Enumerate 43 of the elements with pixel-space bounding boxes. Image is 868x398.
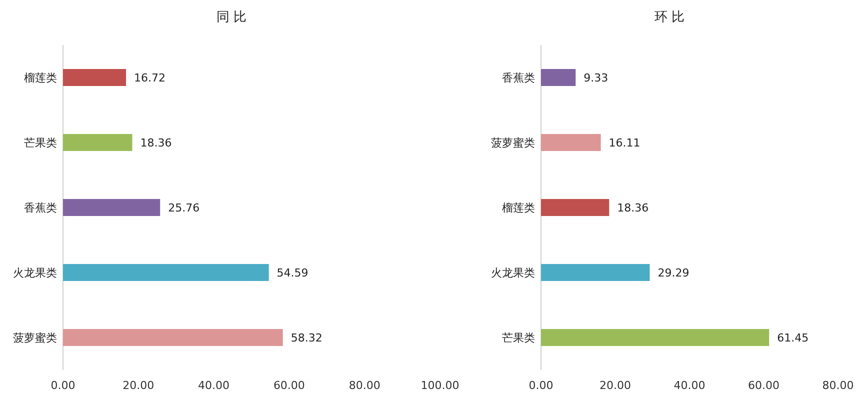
data-label: 18.36 [617, 202, 649, 214]
x-tick-label: 60.00 [748, 379, 780, 392]
x-tick-label: 80.00 [822, 379, 854, 392]
data-label: 16.11 [608, 136, 640, 150]
bar [63, 134, 132, 151]
bar [541, 264, 650, 281]
chart-title: 同 比 [216, 10, 247, 25]
x-tick-label: 0.00 [50, 379, 76, 392]
y-tick-label: 芒果类 [502, 332, 535, 344]
data-label: 9.33 [584, 72, 608, 84]
y-tick-label: 火龙果类 [13, 266, 57, 280]
bar [63, 199, 160, 216]
bar [541, 199, 610, 216]
data-label: 25.76 [168, 202, 200, 214]
bar [63, 264, 269, 281]
x-tick-label: 20.00 [122, 379, 154, 392]
data-label: 54.59 [276, 266, 308, 280]
data-label: 61.45 [777, 332, 809, 344]
x-tick-label: 100.00 [420, 379, 460, 392]
bar [541, 134, 601, 151]
y-tick-label: 芒果类 [24, 136, 57, 150]
x-tick-label: 40.00 [198, 379, 230, 392]
y-tick-label: 榴莲类 [24, 72, 57, 84]
y-tick-label: 菠萝蜜类 [491, 136, 535, 150]
y-tick-label: 香蕉类 [502, 72, 535, 84]
y-tick-label: 榴莲类 [502, 202, 535, 214]
x-tick-label: 80.00 [348, 379, 380, 392]
data-label: 29.29 [658, 266, 690, 280]
y-tick-label: 火龙果类 [491, 266, 535, 280]
bar [63, 329, 283, 346]
x-tick-label: 60.00 [273, 379, 305, 392]
y-tick-label: 香蕉类 [24, 202, 57, 214]
x-tick-label: 0.00 [528, 379, 554, 392]
data-label: 18.36 [140, 136, 172, 150]
data-label: 16.72 [134, 72, 166, 84]
x-tick-label: 40.00 [674, 379, 706, 392]
data-label: 58.32 [290, 332, 322, 344]
x-tick-label: 20.00 [600, 379, 631, 392]
bar [541, 329, 770, 346]
y-tick-label: 菠萝蜜类 [13, 332, 57, 344]
bar [63, 69, 126, 86]
chart-title: 环 比 [654, 10, 685, 25]
bar [541, 69, 576, 86]
